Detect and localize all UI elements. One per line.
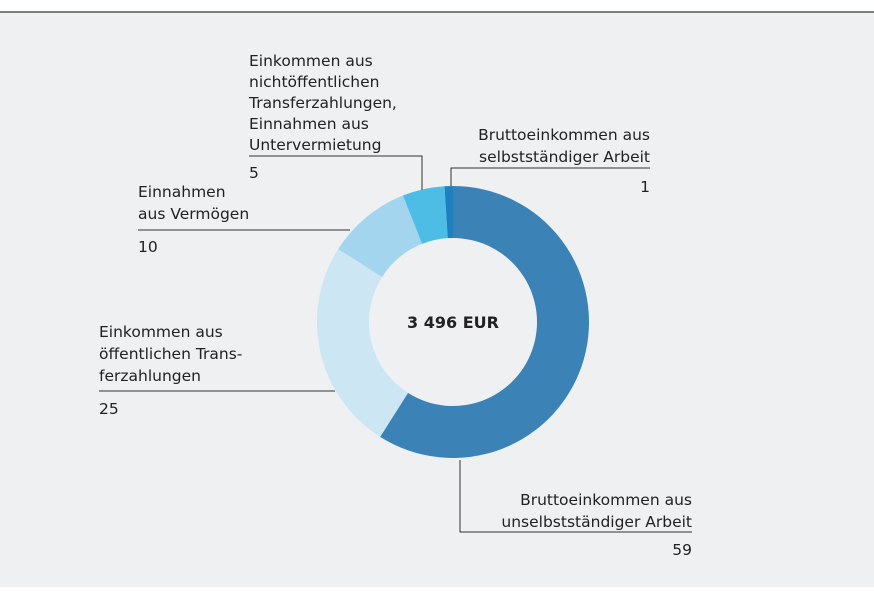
slice-label: Einnahmen aus Vermögen xyxy=(138,183,249,223)
slice-label-line: Einnahmen aus xyxy=(249,115,369,133)
value-label: 59 xyxy=(672,541,692,559)
donut-slice xyxy=(402,186,448,244)
donut-slice xyxy=(317,249,408,437)
slice-label: Bruttoeinkommen aus selbstständiger Arbei… xyxy=(478,126,650,166)
slice-label-line: Bruttoeinkommen aus xyxy=(478,126,650,144)
slice-label-line: Einkommen aus xyxy=(99,323,223,341)
slice-label-line: unselbstständiger Arbeit xyxy=(501,513,692,531)
leader-line xyxy=(249,155,423,190)
slice-label-line: selbstständiger Arbeit xyxy=(479,148,650,166)
value-label: 1 xyxy=(640,178,650,196)
value-label: 25 xyxy=(99,400,119,418)
donut-slice xyxy=(444,186,453,239)
slice-label: Einkommen aus nichtöffentlichen Transferza… xyxy=(248,52,397,154)
slice-label-line: Transferzahlungen, xyxy=(248,94,397,112)
value-label: 10 xyxy=(138,238,158,256)
slice-label-line: Einkommen aus xyxy=(249,52,373,70)
donut-slice xyxy=(380,186,590,458)
slice-label-line: Einnahmen xyxy=(138,183,226,201)
slice-label-line: Bruttoeinkommen aus xyxy=(520,491,692,509)
slice-label-line: aus Vermögen xyxy=(138,205,249,223)
leader-line xyxy=(450,167,650,186)
slice-label: Einkommen aus öffentlichen Trans-ferzahlu… xyxy=(99,323,242,385)
donut-slice xyxy=(338,195,423,277)
slice-label-line: öffentlichen Trans- xyxy=(99,345,242,363)
leader-line xyxy=(459,460,692,533)
slice-label-line: Untervermietung xyxy=(249,136,381,154)
slice-label-line: ferzahlungen xyxy=(99,367,201,385)
value-label: 5 xyxy=(249,164,259,182)
center-label: 3 496 EUR xyxy=(407,313,499,332)
slice-label: Bruttoeinkommen aus unselbstständiger Arb… xyxy=(501,491,692,531)
background xyxy=(0,12,874,587)
slice-label-line: nichtöffentlichen xyxy=(249,73,379,91)
